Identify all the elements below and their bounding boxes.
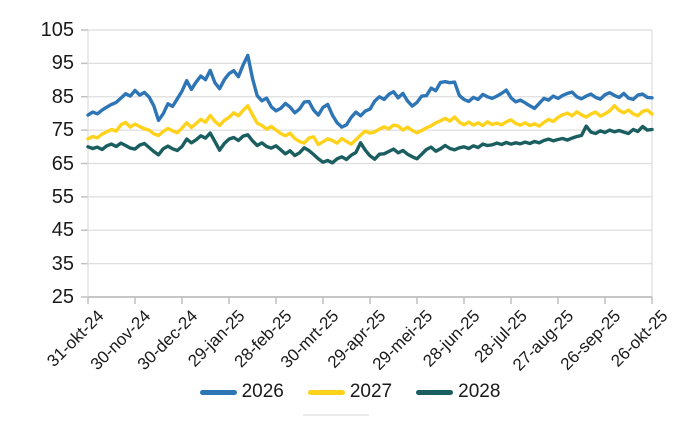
- y-axis-tick-label: 105: [40, 19, 74, 41]
- series-line-2028: [86, 124, 654, 165]
- y-axis-tick-label: 65: [51, 152, 74, 175]
- legend-label: 2027: [349, 381, 393, 402]
- legend-label: 2028: [458, 381, 501, 402]
- series-line-2026: [86, 53, 654, 129]
- legend-swatch-2028: [416, 389, 454, 395]
- y-axis-tick-label: 55: [51, 185, 74, 208]
- y-axis-tick-label: 85: [51, 85, 74, 108]
- legend-swatch-2026: [199, 389, 237, 395]
- legend-swatch-2027: [307, 389, 345, 395]
- footer-artifact-line: [303, 414, 369, 416]
- legend-item-2027: 2027: [307, 381, 393, 403]
- series-line-2027: [86, 104, 654, 147]
- y-axis-tick-label: 45: [51, 219, 74, 242]
- legend-item-2026: 2026: [199, 381, 284, 403]
- chart-legend: 2026 2027 2028: [0, 381, 700, 403]
- y-axis-tick-label: 25: [51, 286, 74, 308]
- y-axis-tick-label: 75: [51, 119, 74, 142]
- y-axis-tick-label: 95: [51, 52, 74, 75]
- legend-label: 2026: [241, 381, 284, 402]
- legend-item-2028: 2028: [416, 381, 500, 403]
- y-axis-tick-label: 35: [51, 252, 74, 275]
